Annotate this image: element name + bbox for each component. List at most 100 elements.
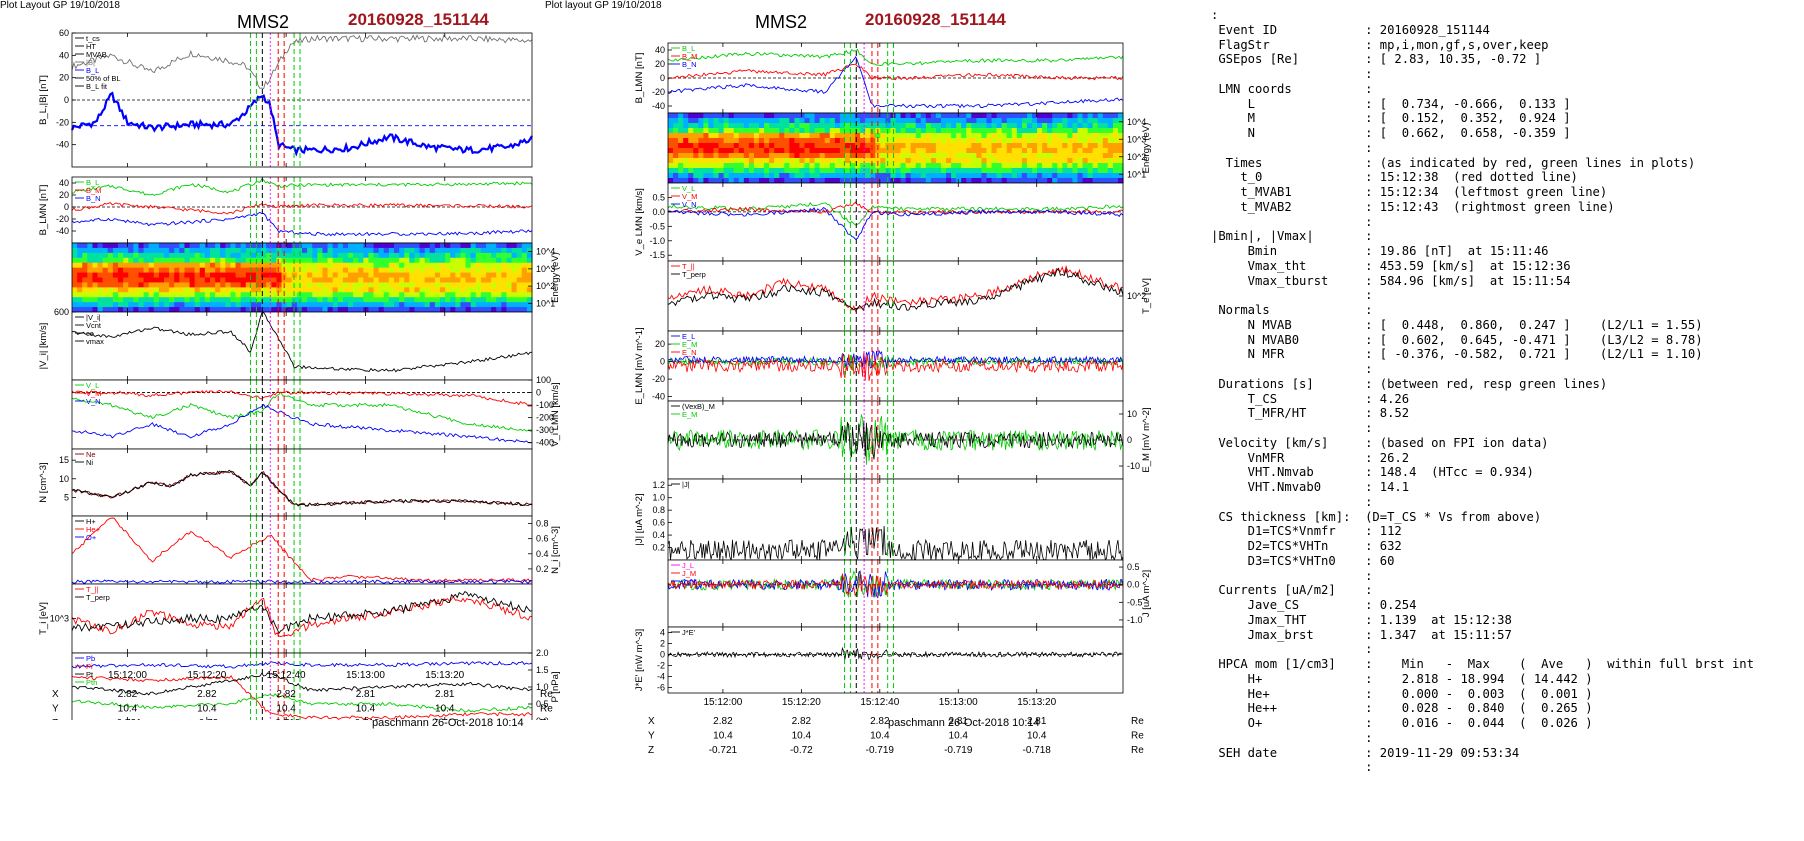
- spectrogram-cell: [946, 128, 952, 134]
- spectrogram-cell: [128, 307, 134, 313]
- spectrogram-cell: [895, 138, 902, 144]
- spectrogram-cell: [743, 133, 750, 139]
- spectrogram-cell: [184, 247, 191, 254]
- spectrogram-cell: [728, 138, 735, 144]
- panel-16: 0.50.0-0.5-1.0J [uA m^-2]J_LJ_MJ_N: [667, 559, 1152, 628]
- spectrogram-cell: [1102, 178, 1109, 184]
- spectrogram-cell: [92, 282, 99, 288]
- spectrogram-cell: [976, 118, 983, 124]
- left-position-value: 2.81: [435, 689, 455, 700]
- spectrogram-cell: [986, 168, 993, 174]
- spectrogram-cell: [728, 133, 735, 139]
- y-tick-label: -40: [652, 101, 665, 111]
- spectrogram-cell: [1037, 128, 1043, 134]
- spectrogram-cell: [839, 133, 846, 139]
- spectrogram-cell: [112, 252, 119, 259]
- spectrogram-cell: [794, 158, 801, 164]
- spectrogram-cell: [399, 262, 405, 269]
- spectrogram-cell: [996, 128, 1003, 134]
- spectrogram-cell: [834, 143, 841, 149]
- spectrogram-cell: [935, 133, 942, 139]
- spectrogram-cell: [850, 128, 856, 134]
- spectrogram-cell: [1047, 138, 1053, 144]
- spectrogram-cell: [199, 307, 206, 313]
- spectrogram-cell: [271, 302, 278, 308]
- panel-11: 0.50.0-0.5-1.0-1.5V_e LMN [km/s] V_LV_MV_…: [634, 182, 1124, 262]
- spectrogram-cell: [460, 307, 467, 313]
- spectrogram-cell: [1021, 123, 1028, 129]
- spectrogram-cell: [824, 118, 831, 124]
- spectrogram-cell: [250, 243, 257, 249]
- legend-entry: O+: [86, 533, 97, 542]
- summary-line: VnMFR : 26.2: [1211, 450, 1410, 465]
- spectrogram-cell: [266, 302, 272, 308]
- spectrogram-cell: [981, 113, 988, 119]
- spectrogram-cell: [1082, 138, 1089, 144]
- spectrogram-cell: [153, 243, 160, 249]
- spectrogram-cell: [996, 138, 1003, 144]
- y-axis-label: |J| [uA m^-2]: [634, 493, 645, 545]
- spectrogram-cell: [1077, 133, 1084, 139]
- spectrogram-cell: [708, 178, 715, 184]
- spectrogram-cell: [77, 257, 83, 264]
- spectrogram-cell: [986, 153, 993, 159]
- spectrogram-cell: [215, 252, 221, 259]
- spectrogram-cell: [434, 307, 441, 313]
- spectrogram-cell: [930, 178, 937, 184]
- spectrogram-cell: [327, 282, 334, 288]
- spectrogram-cell: [261, 302, 267, 308]
- spectrogram-cell: [317, 282, 324, 288]
- spectrogram-cell: [245, 267, 252, 274]
- spectrogram-cell: [890, 118, 897, 124]
- spectrogram-cell: [322, 252, 329, 259]
- spectrogram-cell: [789, 128, 795, 134]
- spectrogram-cell: [87, 247, 94, 254]
- spectrogram-cell: [394, 262, 400, 269]
- spectrogram-cell: [174, 257, 180, 264]
- spectrogram-cell: [399, 267, 405, 274]
- spectrogram-cell: [935, 123, 942, 129]
- spectrogram-cell: [378, 307, 385, 313]
- y-tick-label: 1.2: [652, 480, 665, 490]
- spectrogram-cell: [925, 133, 932, 139]
- spectrogram-cell: [399, 257, 405, 264]
- spectrogram-cell: [138, 282, 145, 288]
- spectrogram-cell: [102, 272, 109, 279]
- spectrogram-cell: [1052, 123, 1058, 129]
- spectrogram-cell: [865, 153, 871, 159]
- spectrogram-cell: [784, 118, 790, 124]
- spectrogram-cell: [358, 252, 364, 259]
- spectrogram-cell: [169, 292, 175, 298]
- spectrogram-cell: [824, 113, 831, 119]
- spectrogram-cell: [72, 262, 78, 269]
- spectrogram-cell: [266, 287, 272, 293]
- spectrogram-cell: [839, 138, 846, 144]
- summary-line: L : [ 0.734, -0.666, 0.133 ]: [1211, 96, 1571, 111]
- spectrogram-cell: [713, 158, 720, 164]
- spectrogram-cell: [1011, 153, 1018, 159]
- spectrogram-cell: [302, 307, 308, 313]
- spectrogram-cell: [266, 272, 272, 279]
- spectrogram-cell: [855, 178, 861, 184]
- spectrogram-cell: [291, 247, 298, 254]
- spectrogram-cell: [1016, 153, 1023, 159]
- spectrogram-cell: [1117, 118, 1124, 124]
- spectrogram-cell: [281, 287, 288, 293]
- y-axis-label: T_i [eV]: [38, 602, 49, 635]
- spectrogram-cell: [276, 272, 283, 279]
- spectrogram-cell: [678, 138, 684, 144]
- spectrogram-cell: [728, 178, 735, 184]
- spectrogram-cell: [470, 267, 477, 274]
- spectrogram-cell: [779, 163, 785, 169]
- series-line--b-: [71, 34, 533, 90]
- spectrogram-cell: [511, 243, 518, 249]
- spectrogram-cell: [905, 113, 912, 119]
- spectrogram-cell: [824, 168, 831, 174]
- spectrogram-cell: [434, 272, 441, 279]
- spectrogram-cell: [688, 138, 694, 144]
- spectrogram-cell: [337, 282, 344, 288]
- spectrogram-cell: [337, 277, 344, 284]
- spectrogram-cell: [1097, 158, 1104, 164]
- spectrogram-cell: [779, 113, 785, 119]
- spectrogram-cell: [138, 247, 145, 254]
